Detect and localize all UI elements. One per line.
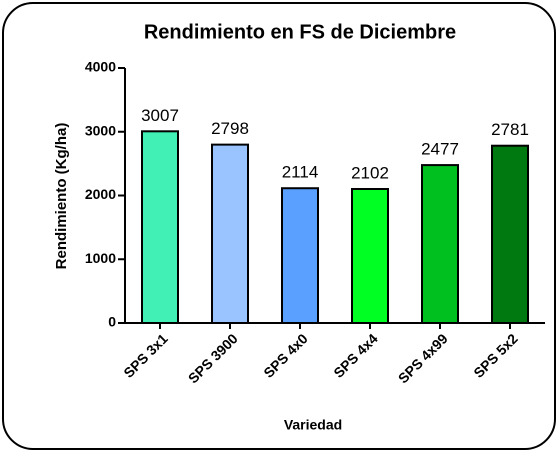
value-label: 3007 <box>141 106 179 125</box>
y-tick-label: 1000 <box>85 250 116 266</box>
y-axis-label: Rendimiento (Kg/ha) <box>53 123 70 270</box>
bar <box>211 143 249 324</box>
x-axis-label: Variedad <box>284 417 342 433</box>
bar <box>141 130 179 324</box>
y-tick-label: 0 <box>108 314 116 330</box>
value-label: 2114 <box>282 163 319 182</box>
value-label: 2477 <box>421 140 459 159</box>
value-label: 2781 <box>491 120 529 139</box>
y-tick-label: 2000 <box>85 186 116 202</box>
value-label: 2102 <box>351 163 389 182</box>
bar <box>281 187 319 324</box>
value-label: 2798 <box>211 119 249 138</box>
chart-frame <box>2 2 556 450</box>
bar <box>421 164 459 324</box>
chart-title: Rendimiento en FS de Diciembre <box>144 21 456 43</box>
bar <box>491 144 529 324</box>
y-tick-label: 3000 <box>85 122 116 138</box>
bar <box>351 187 389 324</box>
y-tick-label: 4000 <box>85 59 116 75</box>
